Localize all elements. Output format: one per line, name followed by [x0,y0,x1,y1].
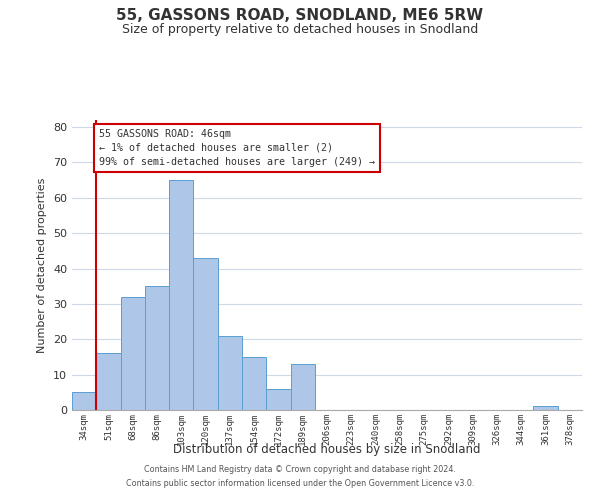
Text: 55, GASSONS ROAD, SNODLAND, ME6 5RW: 55, GASSONS ROAD, SNODLAND, ME6 5RW [116,8,484,22]
Text: Contains HM Land Registry data © Crown copyright and database right 2024.
Contai: Contains HM Land Registry data © Crown c… [126,466,474,487]
Bar [218,336,242,410]
Bar [145,286,169,410]
Bar [533,406,558,410]
Bar [290,364,315,410]
Bar [169,180,193,410]
Bar [266,389,290,410]
Text: 55 GASSONS ROAD: 46sqm
← 1% of detached houses are smaller (2)
99% of semi-detac: 55 GASSONS ROAD: 46sqm ← 1% of detached … [99,129,375,167]
Text: Size of property relative to detached houses in Snodland: Size of property relative to detached ho… [122,22,478,36]
Y-axis label: Number of detached properties: Number of detached properties [37,178,47,352]
Bar [193,258,218,410]
Text: Distribution of detached houses by size in Snodland: Distribution of detached houses by size … [173,442,481,456]
Bar [72,392,96,410]
Bar [242,357,266,410]
Bar [96,354,121,410]
Bar [121,297,145,410]
